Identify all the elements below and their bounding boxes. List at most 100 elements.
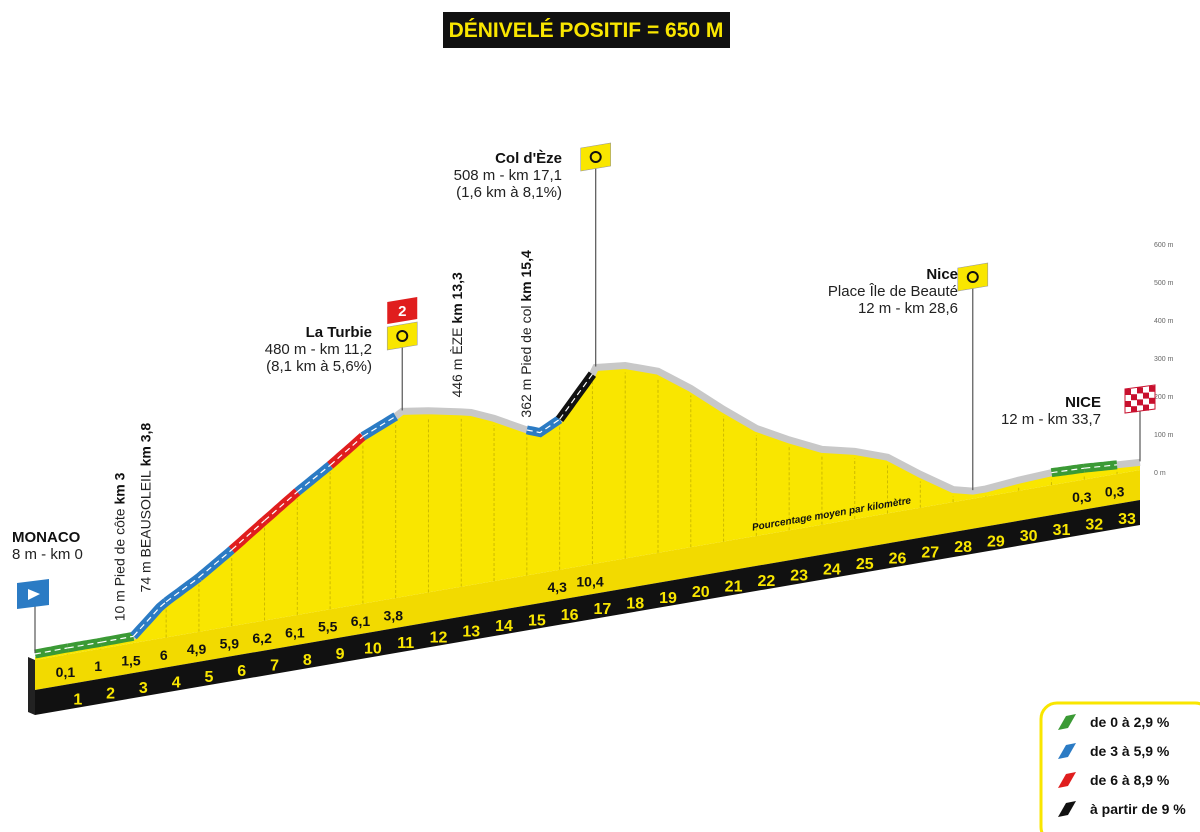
km-label: 1 <box>73 691 82 708</box>
km-label: 31 <box>1053 522 1071 539</box>
strip-dash <box>329 435 364 466</box>
km-label: 33 <box>1118 511 1136 528</box>
gradient-label: 5,9 <box>220 636 240 652</box>
km-label: 30 <box>1020 528 1038 545</box>
finish-check <box>1125 389 1131 395</box>
legend-label: de 0 à 2,9 % <box>1090 714 1170 730</box>
km-label: 8 <box>303 652 312 669</box>
marker-km: km 13,3 <box>449 272 465 324</box>
km-label: 5 <box>204 669 213 686</box>
km-label: 18 <box>626 595 644 612</box>
km-label: 21 <box>725 579 743 596</box>
strip-dash <box>296 464 331 493</box>
point-name: La Turbie <box>306 324 372 341</box>
km-label: 15 <box>528 612 546 629</box>
km-label: 6 <box>237 663 246 680</box>
km-label: 29 <box>987 533 1005 550</box>
gradient-label: 6,2 <box>252 630 272 646</box>
legend-label: à partir de 9 % <box>1090 801 1186 817</box>
legend-swatch <box>1058 743 1076 759</box>
kom-icon <box>396 330 409 342</box>
km-label: 13 <box>462 624 480 641</box>
gradient-label: 0,3 <box>1105 483 1125 499</box>
strip-dash <box>1084 464 1118 469</box>
strip-dash <box>67 641 101 649</box>
km-band <box>35 499 1140 715</box>
finish-check <box>1131 406 1137 413</box>
strip-dash <box>34 647 68 655</box>
point-detail: 8 m - km 0 <box>12 546 83 563</box>
start-arrow <box>28 589 40 600</box>
km-label: 3 <box>139 680 148 697</box>
point-detail: (8,1 km à 5,6%) <box>266 358 372 375</box>
legend-box <box>1039 701 1200 832</box>
finish-check <box>1125 401 1131 407</box>
y-tick-label: 0 m <box>1154 470 1166 477</box>
marker-text: 446 m ÈZE <box>449 327 465 397</box>
y-tick-label: 400 m <box>1154 318 1174 325</box>
strip-dash <box>198 549 233 578</box>
km-label: 28 <box>954 539 972 556</box>
km-label: 24 <box>823 562 841 579</box>
title-box <box>443 12 730 48</box>
strip-dash <box>526 418 560 434</box>
km-label: 22 <box>757 573 775 590</box>
km-label: 16 <box>561 607 579 624</box>
finish-check <box>1137 399 1143 406</box>
point-detail: 12 m - km 33,7 <box>1001 411 1101 428</box>
marker-text: 10 m Pied de côte <box>111 508 127 621</box>
point-name: Nice <box>926 266 958 283</box>
point-name: MONACO <box>12 529 81 546</box>
strip-dash <box>231 520 265 551</box>
point-detail: Place Île de Beauté <box>828 283 958 300</box>
finish-check <box>1143 392 1149 399</box>
km-label: 17 <box>594 601 612 618</box>
marker-label: 446 m ÈZE km 13,3 <box>449 272 465 398</box>
y-tick-label: 300 m <box>1154 356 1174 363</box>
strip-dash <box>165 577 200 603</box>
y-tick-label: 500 m <box>1154 280 1174 287</box>
point-detail: 12 m - km 28,6 <box>858 300 958 317</box>
category-label: 2 <box>398 303 406 320</box>
finish-check <box>1131 394 1137 401</box>
finish-check <box>1149 385 1155 392</box>
marker-label: 362 m Pied de col km 15,4 <box>518 250 534 418</box>
km-label: 23 <box>790 567 808 584</box>
gradient-label: 6,1 <box>351 613 371 629</box>
point-detail: 480 m - km 11,2 <box>265 341 372 358</box>
km-label: 32 <box>1085 517 1103 534</box>
km-label: 25 <box>856 556 874 573</box>
gradient-label: 0,3 <box>1072 489 1092 505</box>
km-label: 9 <box>336 646 345 663</box>
finish-check <box>1149 397 1155 404</box>
km-label: 2 <box>106 686 115 703</box>
strip-dash <box>362 415 397 437</box>
marker-label: 10 m Pied de côte km 3 <box>111 472 127 621</box>
km-label: 27 <box>921 545 939 562</box>
gradient-label: 6 <box>160 647 168 663</box>
km-label: 10 <box>364 641 382 658</box>
marker-km: km 3,8 <box>138 423 154 467</box>
km-label: 14 <box>495 618 513 635</box>
legend-swatch <box>1058 714 1076 730</box>
finish-check <box>1137 387 1143 394</box>
side-face <box>28 657 35 715</box>
marker-text: 74 m BEAUSOLEIL <box>138 470 154 592</box>
km-label: 19 <box>659 590 677 607</box>
category-badge <box>387 297 418 324</box>
gradient-label: 4,9 <box>187 641 207 657</box>
marker-label: 74 m BEAUSOLEIL km 3,8 <box>138 423 154 593</box>
strip-dash <box>132 601 167 637</box>
y-tick-label: 600 m <box>1154 242 1174 249</box>
kom-icon <box>966 271 979 283</box>
km-label: 7 <box>270 658 279 675</box>
strip-dash <box>1051 467 1085 474</box>
kom-icon <box>589 151 602 163</box>
km-label: 20 <box>692 584 710 601</box>
gradient-label: 1,5 <box>121 652 141 668</box>
gradient-strip <box>555 371 597 422</box>
point-name: NICE <box>1065 394 1101 411</box>
strip-dash <box>264 491 298 522</box>
gradient-label: 1 <box>94 658 102 674</box>
